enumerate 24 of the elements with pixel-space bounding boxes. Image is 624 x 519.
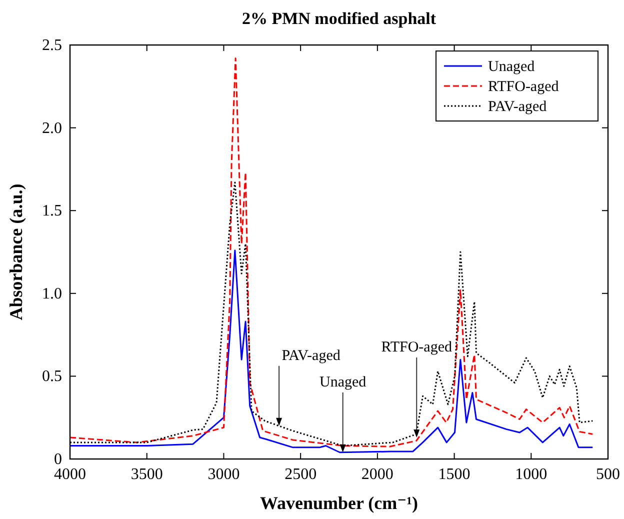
x-tick-label: 3500: [130, 466, 163, 483]
annotation: RTFO-aged: [381, 339, 452, 356]
chart-title: 2% PMN modified asphalt: [242, 9, 436, 28]
annotation: Unaged: [320, 374, 367, 390]
legend-label: RTFO-aged: [488, 79, 560, 95]
y-tick-label: 1.0: [42, 285, 62, 302]
y-tick-label: 2.5: [42, 37, 62, 54]
y-axis-title: Absorbance (a.u.): [6, 184, 26, 320]
x-tick-label: 1500: [438, 466, 470, 483]
x-tick-label: 3000: [208, 466, 240, 483]
y-tick-label: 0.5: [42, 368, 62, 386]
line-series: [70, 250, 594, 454]
legend-label: PAV-aged: [488, 99, 548, 115]
x-tick-label: 1000: [515, 466, 548, 483]
x-tick-label: 2000: [361, 466, 394, 483]
x-axis-title: Wavenumber (cm⁻¹): [260, 493, 418, 513]
legend-label: Unaged: [488, 59, 536, 75]
y-tick-label: 2.0: [42, 120, 62, 137]
y-tick-label: 1.5: [42, 202, 62, 220]
x-tick-label: 2500: [284, 466, 317, 483]
annotation: PAV-aged: [282, 348, 341, 364]
x-tick-label: 4000: [54, 466, 86, 483]
y-tick-label: 0: [54, 451, 62, 468]
x-tick-label: 500: [596, 466, 620, 483]
